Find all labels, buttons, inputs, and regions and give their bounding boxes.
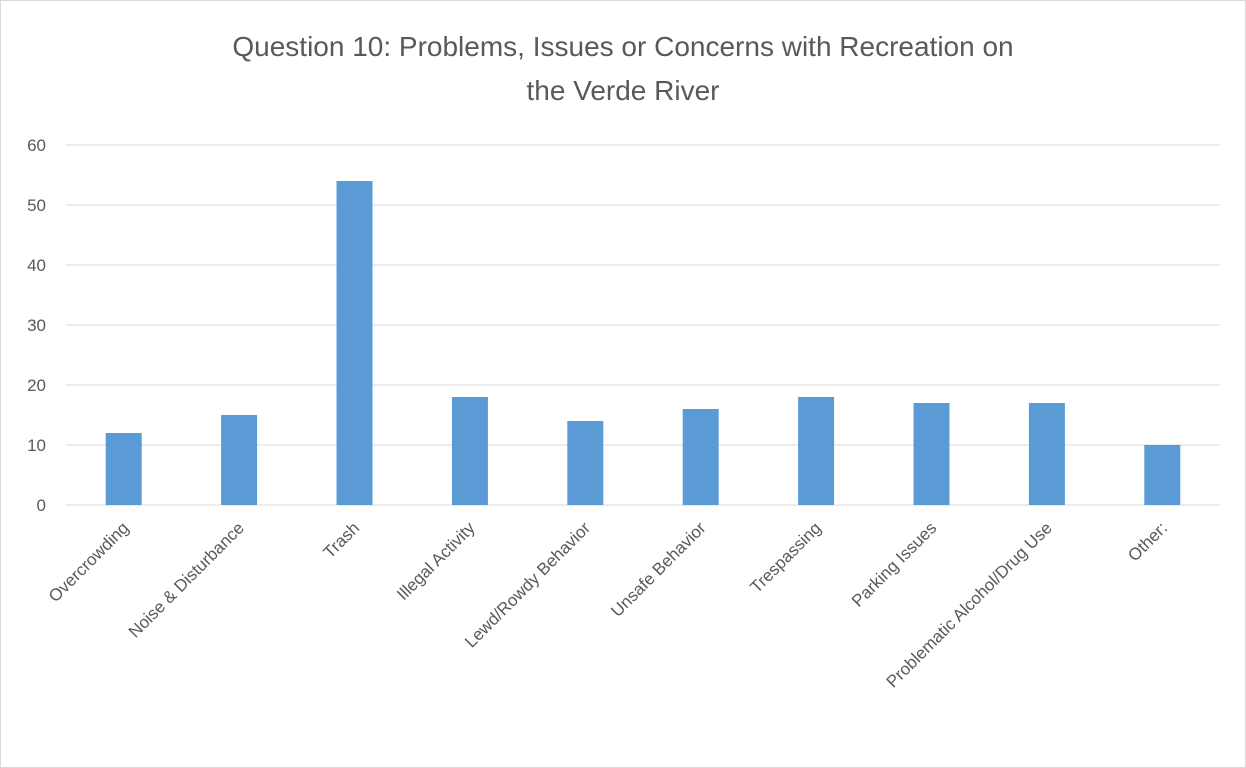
bar [1144,445,1181,505]
x-category-label: Illegal Activity [393,518,479,604]
x-category-label: Lewd/Rowdy Behavior [461,518,594,651]
y-tick-label: 10 [27,436,46,455]
bar [682,409,719,505]
x-category-label: Trash [320,518,364,562]
y-tick-label: 60 [27,136,46,155]
x-category-label: Noise & Disturbance [125,518,248,641]
bar [336,181,373,505]
chart-title-line-1: Question 10: Problems, Issues or Concern… [232,31,1013,62]
y-tick-label: 0 [37,496,46,515]
bar [451,397,488,505]
x-category-label: Overcrowding [45,518,133,606]
bars [105,181,1181,505]
y-tick-label: 50 [27,196,46,215]
chart-title-line-2: the Verde River [527,75,720,106]
y-axis-ticks: 0 10 20 30 40 50 60 [27,136,46,515]
x-category-label: Other: [1124,518,1171,565]
bar [221,415,258,505]
x-category-label: Parking Issues [848,518,940,610]
bar [913,403,950,505]
y-tick-label: 30 [27,316,46,335]
y-tick-label: 20 [27,376,46,395]
gridlines [66,144,1220,506]
bar [567,421,604,505]
bar [1028,403,1065,505]
bar [105,433,142,505]
y-tick-label: 40 [27,256,46,275]
bar [798,397,835,505]
x-category-label: Trespassing [746,518,824,596]
x-category-label: Unsafe Behavior [607,518,710,621]
